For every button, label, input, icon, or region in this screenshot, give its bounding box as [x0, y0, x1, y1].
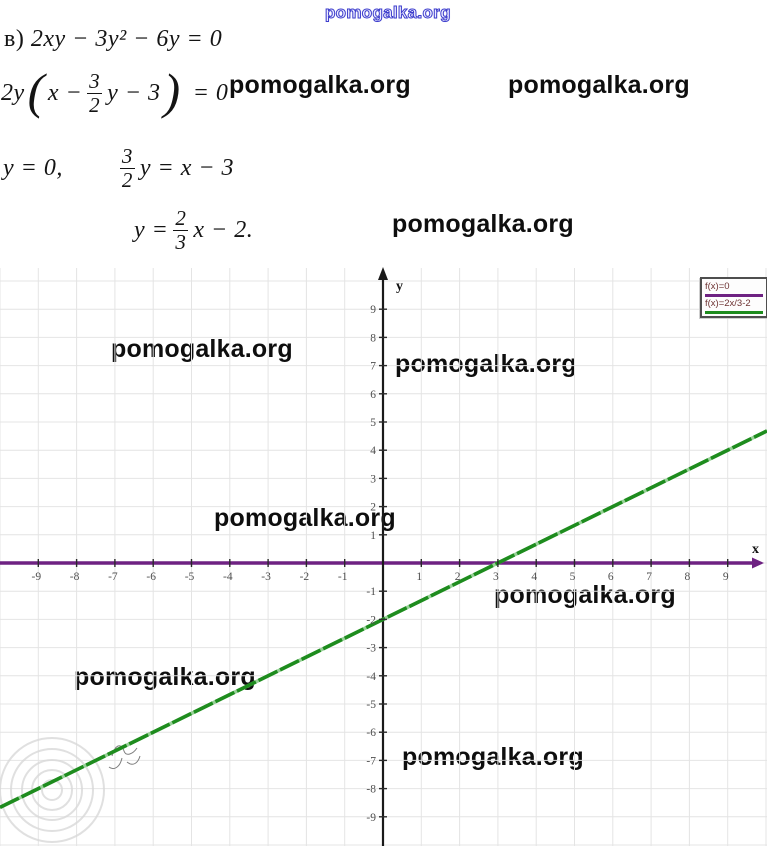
open-paren: (	[27, 62, 45, 119]
svg-text:-8: -8	[70, 571, 80, 583]
equation-line-4: y = 2 3 x − 2.	[134, 203, 253, 257]
equation-lead: 2y	[1, 79, 25, 106]
equation-rest: x − 2.	[193, 216, 254, 243]
svg-text:-4: -4	[366, 671, 376, 683]
svg-text:-1: -1	[366, 586, 376, 598]
math-fraction: 3 2	[119, 144, 135, 192]
math-fraction: 2 3	[173, 206, 189, 254]
svg-text:6: 6	[370, 389, 376, 401]
equation-line-1: в) 2xy − 3y² − 6y = 0	[4, 26, 222, 53]
svg-text:x: x	[752, 542, 759, 557]
legend-label: f(x)=2x/3-2	[705, 297, 751, 309]
svg-text:-9: -9	[32, 571, 42, 583]
equation-first: y = 0,	[3, 154, 63, 181]
svg-text:-2: -2	[366, 614, 376, 626]
svg-text:9: 9	[723, 571, 729, 583]
equation-mid: y − 3	[107, 79, 161, 106]
svg-text:9: 9	[370, 304, 376, 316]
svg-text:-8: -8	[366, 784, 376, 796]
fraction-numerator: 3	[121, 144, 133, 169]
watermark-text: pomogalka.org	[74, 663, 256, 691]
watermark-text: pomogalka.org	[111, 335, 293, 363]
svg-text:1: 1	[370, 530, 376, 542]
watermark-text: pomogalka.org	[494, 581, 676, 609]
equation-lead: y =	[134, 216, 169, 243]
svg-text:8: 8	[370, 332, 376, 344]
close-paren: )	[163, 62, 181, 119]
legend-color-bar	[705, 293, 763, 297]
equation-line-3: y = 0, 3 2 y = x − 3	[3, 141, 234, 195]
legend-color-bar	[705, 310, 763, 314]
svg-text:-5: -5	[185, 571, 195, 583]
fraction-denominator: 2	[87, 92, 103, 117]
svg-text:-2: -2	[300, 571, 310, 583]
svg-text:5: 5	[570, 571, 576, 583]
svg-text:7: 7	[646, 571, 652, 583]
svg-text:-7: -7	[366, 755, 376, 767]
svg-text:4: 4	[531, 571, 537, 583]
svg-text:-7: -7	[108, 571, 118, 583]
watermark-text: pomogalka.org	[229, 71, 411, 99]
svg-text:8: 8	[685, 571, 691, 583]
fraction-denominator: 3	[173, 229, 189, 254]
svg-text:6: 6	[608, 571, 614, 583]
svg-text:3: 3	[370, 473, 376, 485]
legend-entry: f(x)=0	[705, 281, 763, 297]
svg-text:-4: -4	[223, 571, 233, 583]
svg-text:-1: -1	[338, 571, 348, 583]
equation-text: 2xy − 3y² − 6y = 0	[30, 26, 223, 52]
svg-text:1: 1	[416, 571, 422, 583]
svg-text:2: 2	[455, 571, 461, 583]
watermark-outline: pomogalka.org	[325, 3, 451, 23]
equation-tail: = 0	[192, 79, 229, 106]
fraction-denominator: 2	[119, 167, 135, 192]
fraction-numerator: 3	[89, 69, 101, 94]
svg-text:-5: -5	[366, 699, 376, 711]
watermark-text: pomogalka.org	[214, 504, 396, 532]
svg-text:2: 2	[370, 502, 376, 514]
svg-text:-3: -3	[366, 643, 376, 655]
legend-entry: f(x)=2x/3-2	[705, 297, 763, 314]
svg-text:7: 7	[370, 361, 376, 373]
equation-rest: y = x − 3	[139, 154, 235, 181]
svg-text:4: 4	[370, 445, 376, 457]
equation-pre: x −	[47, 79, 83, 106]
equation-item-label: в)	[4, 26, 25, 52]
fraction-numerator: 2	[175, 206, 187, 231]
watermark-text: pomogalka.org	[395, 350, 577, 378]
svg-text:-9: -9	[366, 812, 376, 824]
watermark-text: pomogalka.org	[402, 743, 584, 771]
svg-text:-6: -6	[146, 571, 156, 583]
plot-legend: f(x)=0 f(x)=2x/3-2	[700, 277, 767, 318]
svg-text:y: y	[396, 279, 403, 294]
svg-text:5: 5	[370, 417, 376, 429]
svg-text:-3: -3	[261, 571, 271, 583]
function-plot: -9 -8 -7 -6 -5 -4 -3 -2 -1 1 2 3 4 5 6 7 8 9 -9 -8 -7 -6 -5 -4 -…	[0, 267, 767, 846]
math-fraction: 3 2	[87, 69, 103, 117]
equation-line-2: 2y ( x − 3 2 y − 3 ) = 0	[1, 64, 228, 122]
svg-text:3: 3	[493, 571, 499, 583]
watermark-text: pomogalka.org	[508, 71, 690, 99]
legend-label: f(x)=0	[705, 281, 730, 292]
svg-text:-6: -6	[366, 727, 376, 739]
watermark-text: pomogalka.org	[392, 210, 574, 238]
